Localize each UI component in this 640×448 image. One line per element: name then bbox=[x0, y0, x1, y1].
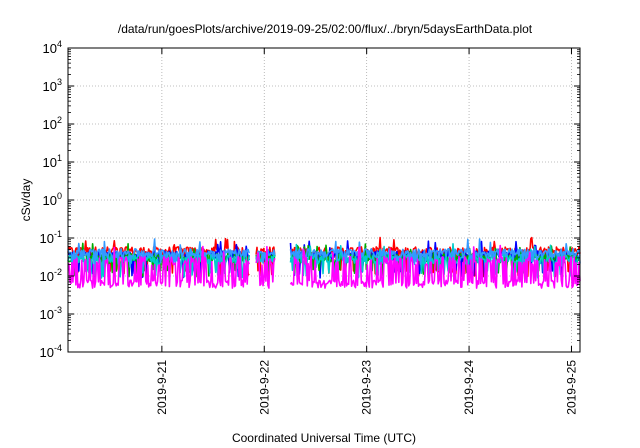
y-tick-label: 103 bbox=[43, 77, 62, 94]
series-group bbox=[67, 236, 581, 289]
x-tick-label: 2019-9-21 bbox=[155, 360, 169, 415]
y-tick-label: 101 bbox=[43, 153, 62, 170]
y-tick-label: 102 bbox=[43, 115, 62, 132]
x-tick-label: 2019-9-22 bbox=[257, 360, 271, 415]
series-line-6 bbox=[67, 244, 581, 289]
x-axis-label: Coordinated Universal Time (UTC) bbox=[232, 431, 416, 445]
y-tick-label: 104 bbox=[43, 39, 62, 56]
y-tick-label: 10-3 bbox=[40, 305, 62, 322]
y-tick-label: 10-2 bbox=[40, 267, 62, 284]
x-tick-label: 2019-9-25 bbox=[564, 360, 578, 415]
x-tick-label: 2019-9-24 bbox=[462, 360, 476, 415]
x-tick-label: 2019-9-23 bbox=[360, 360, 374, 415]
y-tick-label: 10-4 bbox=[40, 343, 62, 360]
chart-title: /data/run/goesPlots/archive/2019-09-25/0… bbox=[118, 22, 533, 36]
y-axis-label: cSv/day bbox=[19, 179, 33, 222]
y-tick-label: 10-1 bbox=[40, 229, 62, 246]
y-tick-label: 100 bbox=[43, 191, 62, 208]
axes: 10-4 10-3 10-2 10-1 100 101 102 103 104 2019-9-21… bbox=[40, 39, 580, 415]
